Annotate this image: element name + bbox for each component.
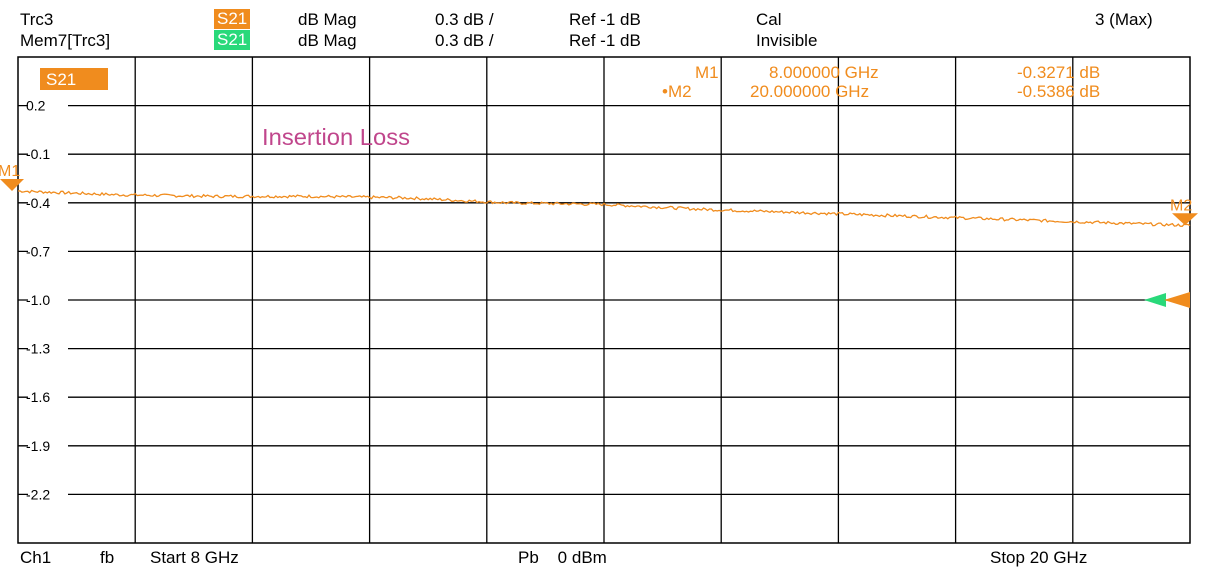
- channel-label[interactable]: Ch1: [20, 548, 52, 567]
- y-tick-label: -1.3: [26, 341, 50, 357]
- y-tick-label: -1.9: [26, 438, 50, 454]
- trace-label-badge[interactable]: [40, 68, 108, 90]
- marker-2-label: •M2: [662, 82, 692, 101]
- marker-layer: M1 M2: [0, 163, 1198, 308]
- y-tick-label: 0.2: [26, 98, 46, 114]
- y-tick-label: -1.6: [26, 389, 50, 405]
- trace-param-badge[interactable]: S21: [214, 9, 251, 29]
- marker-1-tag: M1: [0, 163, 20, 180]
- start-frequency[interactable]: Start 8 GHz: [150, 548, 239, 567]
- marker-2-value: -0.5386 dB: [1017, 82, 1100, 101]
- memory-status: Invisible: [756, 31, 818, 50]
- tick-label-bg: [28, 194, 68, 211]
- trace-name[interactable]: Trc3: [20, 10, 54, 29]
- marker-2-tag: M2: [1170, 197, 1192, 214]
- trace-line: [17, 189, 1191, 227]
- marker-1-label: M1: [695, 63, 719, 82]
- memory-format[interactable]: dB Mag: [298, 31, 357, 50]
- tick-label-bg: [28, 146, 68, 163]
- tick-label-bg: [28, 437, 68, 454]
- tick-label-bg: [28, 243, 68, 260]
- tick-label-bg: [28, 486, 68, 503]
- tick-label-bg: [28, 97, 68, 114]
- memory-param-badge[interactable]: S21: [214, 30, 251, 50]
- marker-2-frequency: 20.000000 GHz: [750, 82, 869, 101]
- trace-scale[interactable]: 0.3 dB /: [435, 10, 494, 29]
- y-tick-label: -0.1: [26, 146, 50, 162]
- trace-label: S21: [46, 70, 76, 89]
- tick-label-bg: [28, 340, 68, 357]
- marker-1-triangle: [0, 178, 24, 191]
- trace-status: Cal: [756, 10, 782, 29]
- memory-ref-level[interactable]: Ref -1 dB: [569, 31, 641, 50]
- trace-format[interactable]: dB Mag: [298, 10, 357, 29]
- trace-curve: [17, 189, 1191, 227]
- stop-frequency[interactable]: Stop 20 GHz: [990, 548, 1088, 567]
- marker-2-triangle: [1172, 213, 1198, 226]
- source-power[interactable]: Pb 0 dBm: [518, 548, 607, 567]
- sweep-mode[interactable]: fb: [100, 548, 115, 567]
- ref-arrow-memory: [1144, 293, 1166, 307]
- marker-1-frequency: 8.000000 GHz: [769, 63, 879, 82]
- y-tick-label: -0.7: [26, 243, 50, 259]
- trace-ref-level[interactable]: Ref -1 dB: [569, 10, 641, 29]
- grid: [17, 56, 1191, 544]
- marker-count: 3 (Max): [1095, 10, 1153, 29]
- tick-label-bg: [28, 292, 68, 308]
- y-tick-labels: 0.2 -0.1 -0.4 -0.7 -1.0 -1.3 -1.6 -1.9 -…: [26, 97, 68, 503]
- ref-arrow-trace: [1164, 292, 1190, 308]
- y-tick-label: -1.0: [26, 292, 50, 308]
- memory-trace-name[interactable]: Mem7[Trc3]: [20, 31, 111, 50]
- chart-title: Insertion Loss: [262, 124, 410, 150]
- y-tick-label: -2.2: [26, 486, 50, 502]
- y-tick-label: -0.4: [26, 195, 50, 211]
- memory-scale[interactable]: 0.3 dB /: [435, 31, 494, 50]
- tick-label-bg: [28, 389, 68, 406]
- marker-1-value: -0.3271 dB: [1017, 63, 1100, 82]
